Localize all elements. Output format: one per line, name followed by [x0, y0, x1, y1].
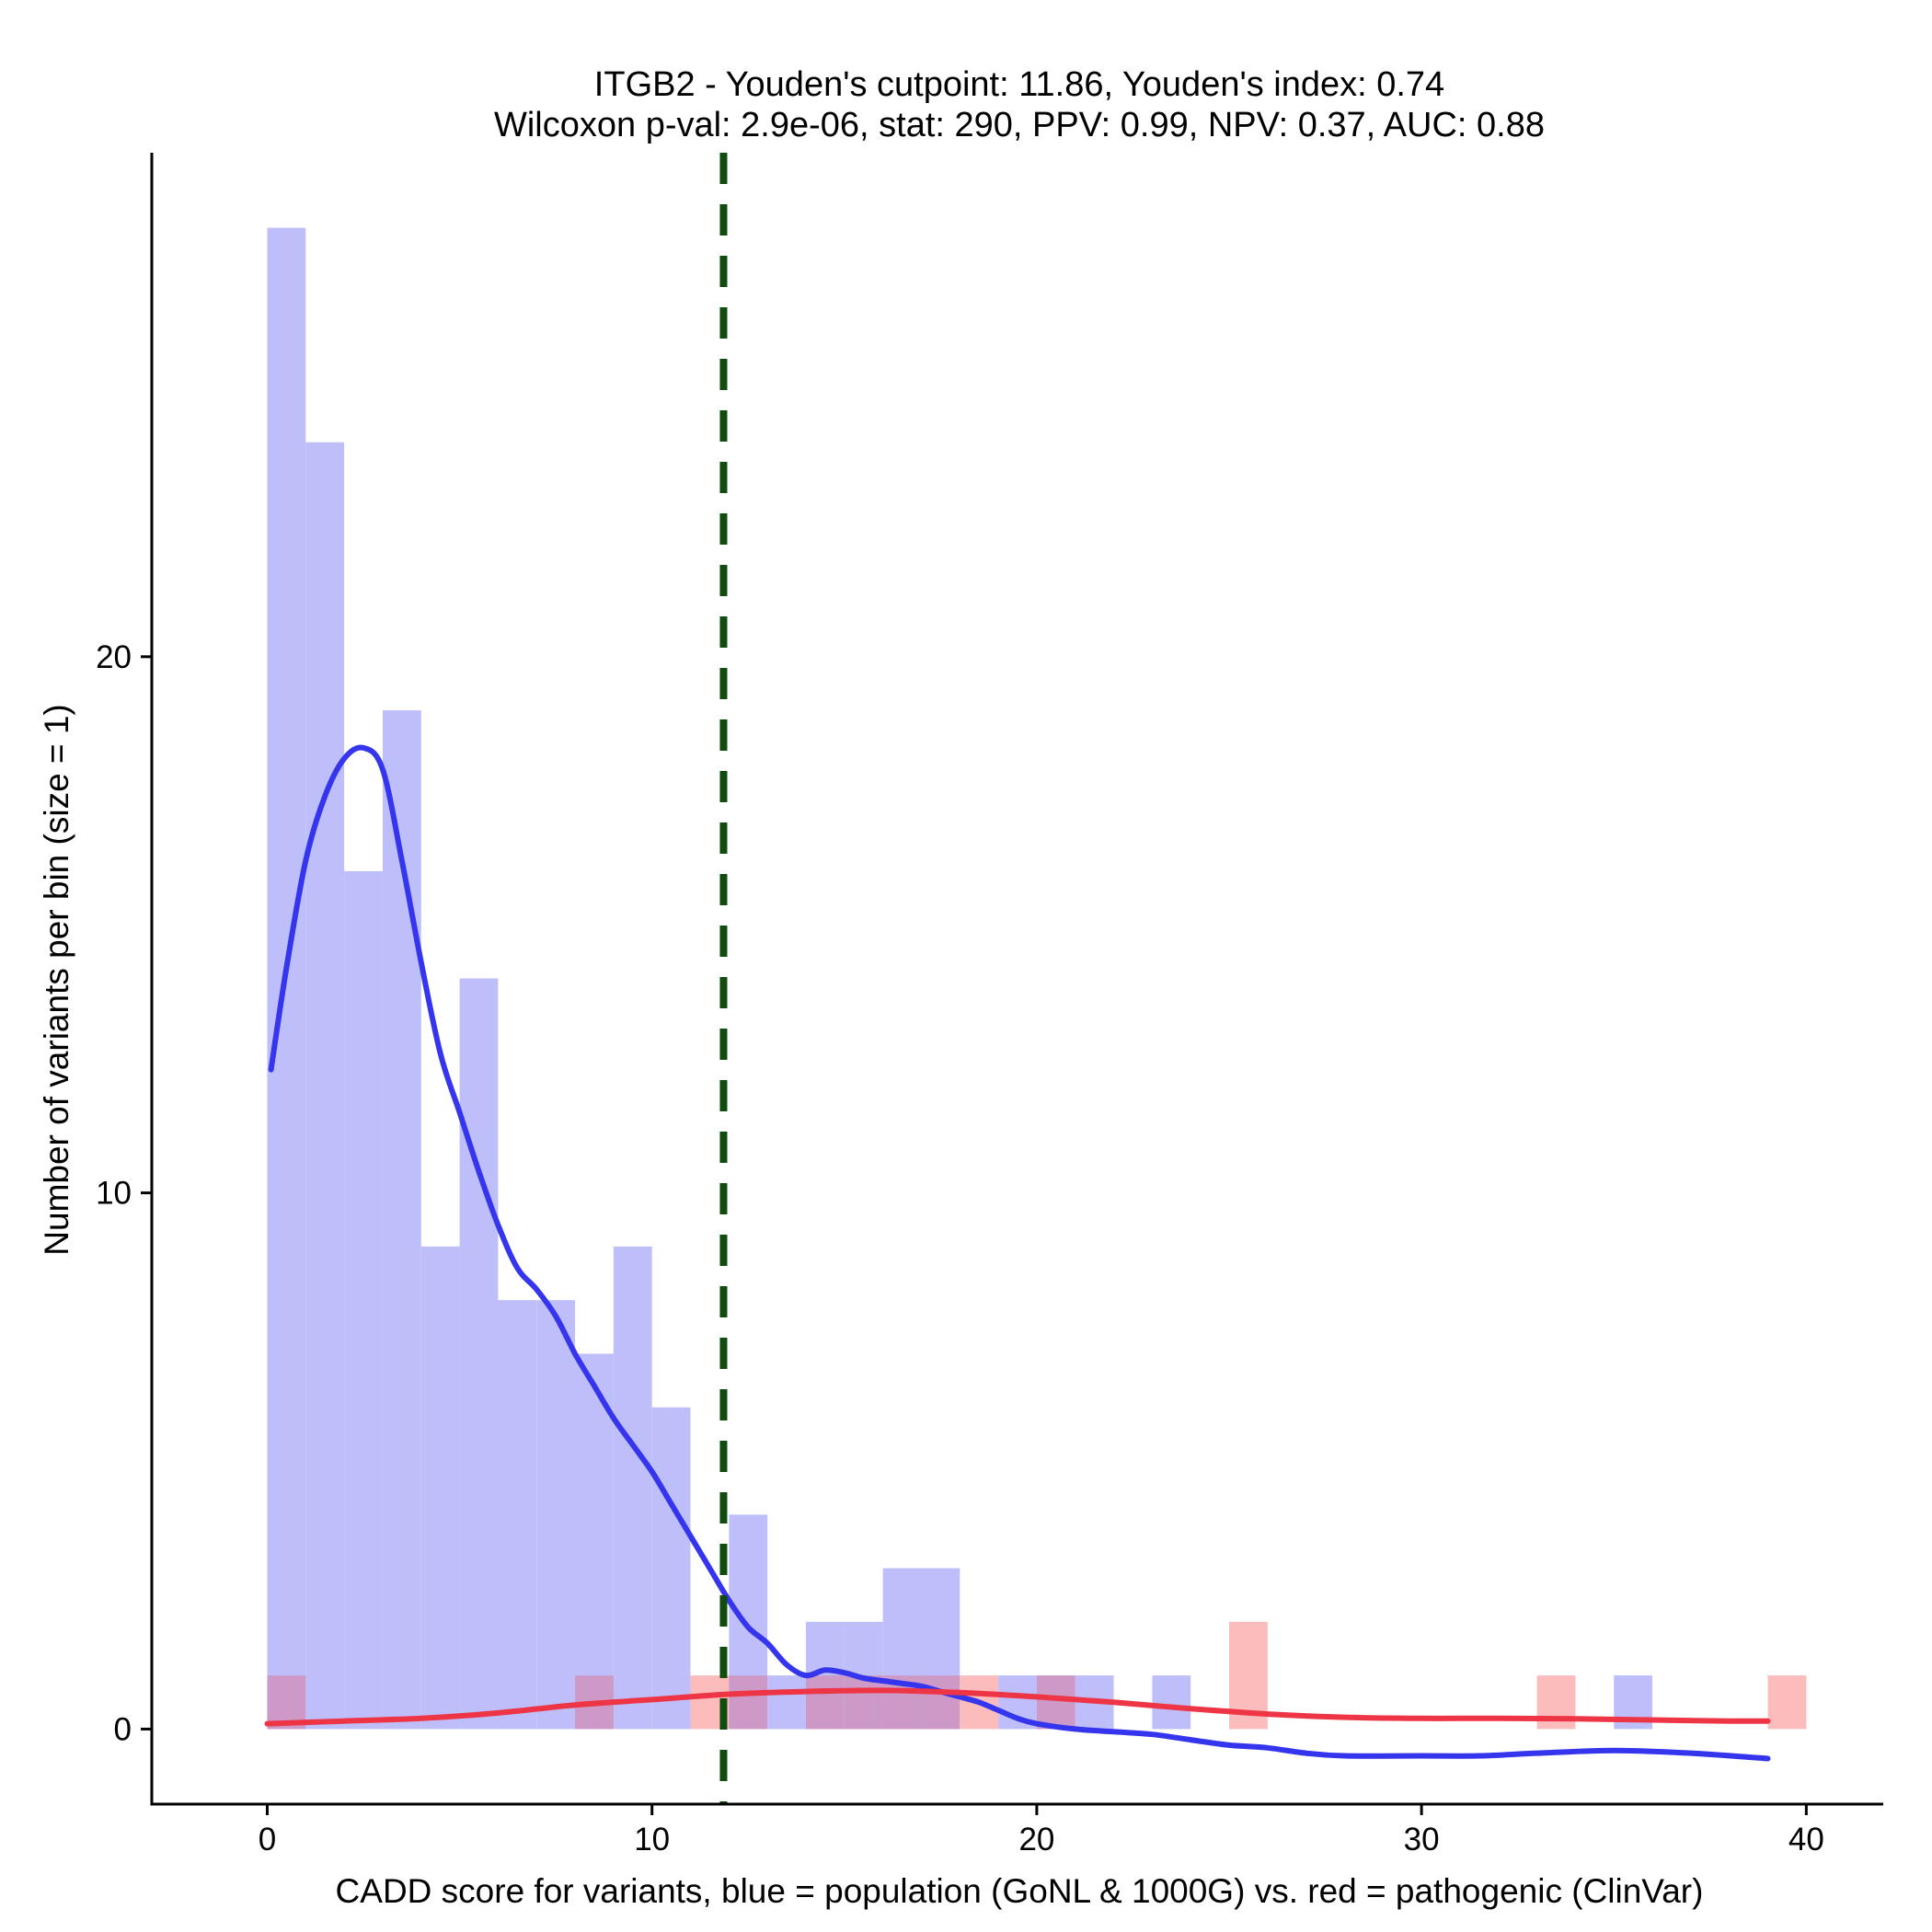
population-bar-9: [613, 1246, 652, 1730]
population-bar-7: [536, 1300, 576, 1730]
x-tick-label-3: 30: [1404, 1822, 1440, 1857]
x-tick-label-1: 10: [634, 1822, 670, 1857]
population-bar-1: [305, 442, 345, 1730]
pathogenic-bar-4: [805, 1675, 845, 1730]
histogram-bars: [267, 227, 1807, 1730]
pathogenic-bar-3: [729, 1675, 768, 1730]
x-axis-title: CADD score for variants, blue = populati…: [336, 1872, 1704, 1910]
chart-title: ITGB2 - Youden's cutpoint: 11.86, Youden…: [494, 65, 1545, 144]
title-line-1: ITGB2 - Youden's cutpoint: 11.86, Youden…: [594, 65, 1444, 104]
title-line-2: Wilcoxon p-val: 2.9e-06, stat: 290, PPV:…: [494, 106, 1545, 144]
population-bar-3: [382, 710, 421, 1730]
y-tick-label-2: 20: [96, 639, 132, 675]
population-bar-20: [1152, 1675, 1191, 1730]
population-bar-6: [498, 1300, 537, 1730]
y-axis-title: Number of variants per bin (size = 1): [38, 704, 75, 1255]
pathogenic-bar-5: [844, 1675, 883, 1730]
pathogenic-bar-7: [921, 1675, 960, 1730]
density-curves: [264, 744, 1771, 1762]
y-tick-label-1: 10: [96, 1176, 132, 1212]
pathogenic-density-line: [264, 1687, 1771, 1727]
y-axis-ticks: 0 10 20: [96, 639, 152, 1747]
population-bar-10: [651, 1407, 691, 1730]
population-bar-4: [420, 1246, 460, 1730]
y-tick-label-0: 0: [114, 1711, 132, 1747]
pathogenic-bar-12: [1767, 1675, 1807, 1730]
population-bar-2: [344, 870, 383, 1730]
x-tick-label-4: 40: [1788, 1822, 1824, 1857]
pathogenic-bar-9: [1036, 1675, 1075, 1730]
x-tick-label-0: 0: [259, 1822, 276, 1857]
x-axis-ticks: 0 10 20 30 40: [259, 1804, 1824, 1857]
axes: [150, 153, 1883, 1806]
population-bar-5: [459, 978, 499, 1730]
population-density-line: [268, 744, 1771, 1762]
population-bar-12: [767, 1675, 806, 1730]
x-tick-label-2: 20: [1018, 1822, 1054, 1857]
population-bar-8: [575, 1353, 614, 1730]
